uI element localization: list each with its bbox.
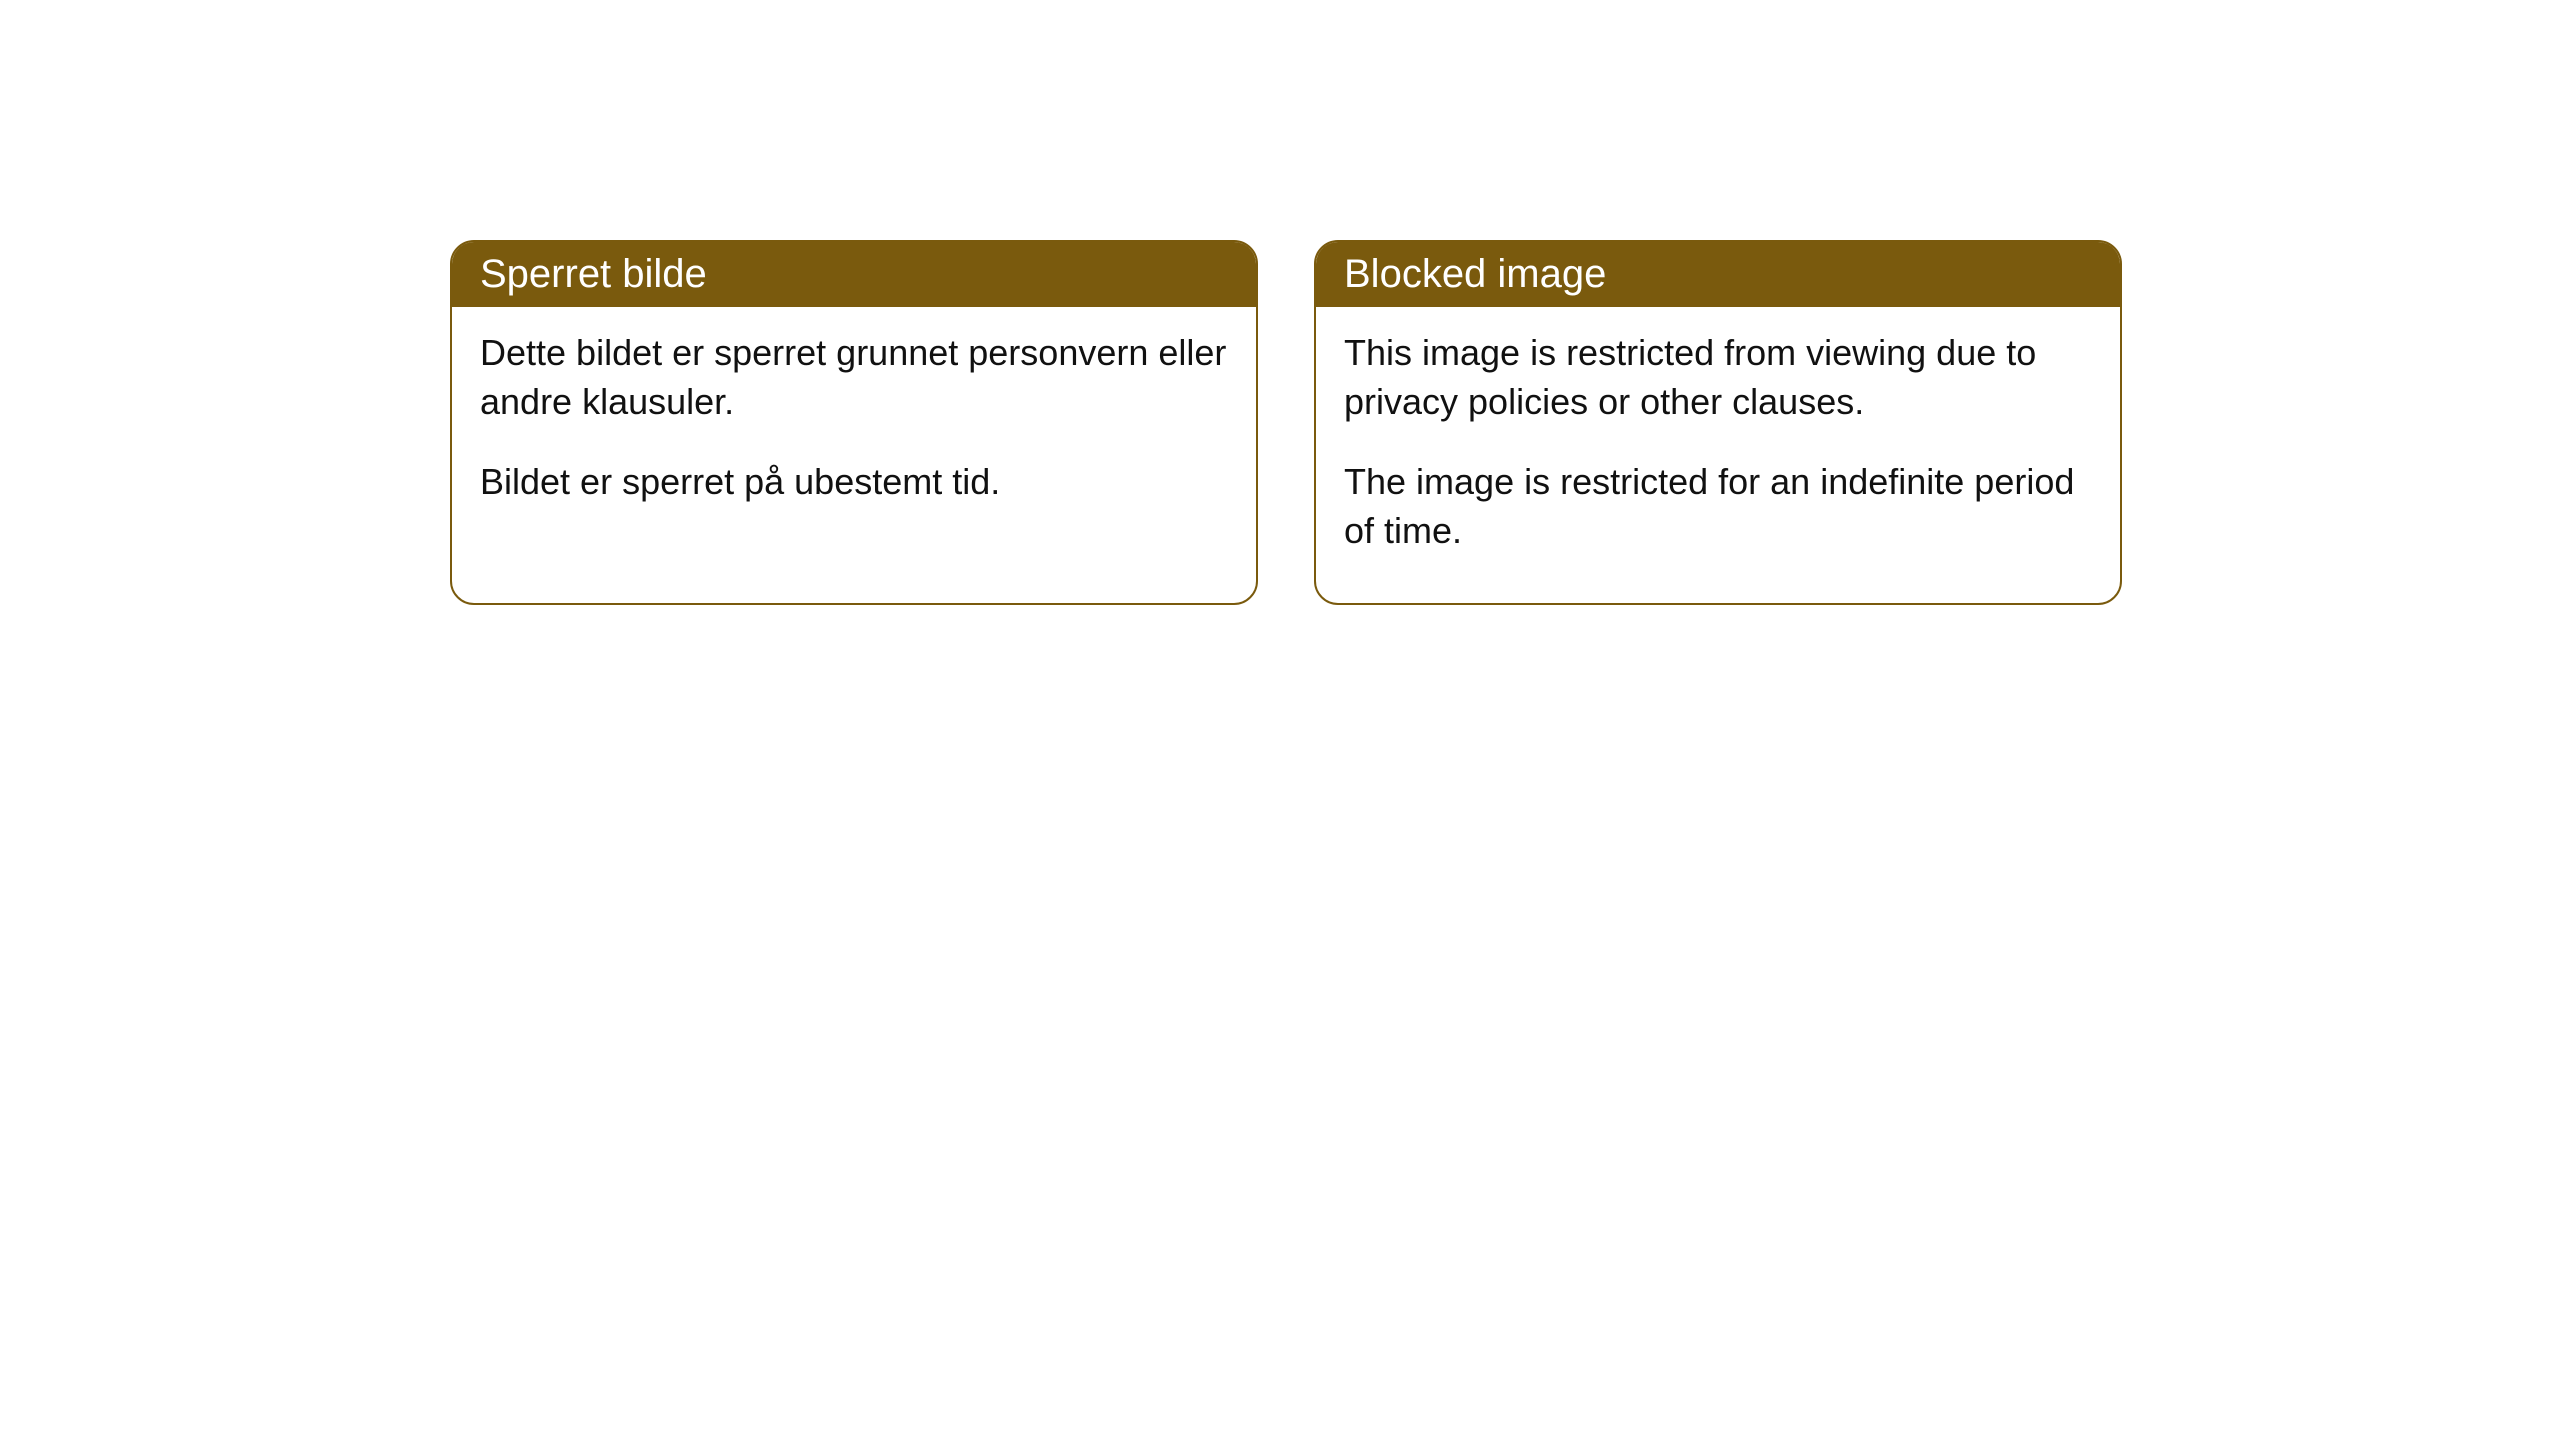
notice-card-english: Blocked image This image is restricted f…: [1314, 240, 2122, 605]
notice-card-norwegian: Sperret bilde Dette bildet er sperret gr…: [450, 240, 1258, 605]
card-body-english: This image is restricted from viewing du…: [1316, 307, 2120, 603]
notice-paragraph: This image is restricted from viewing du…: [1344, 329, 2092, 426]
card-body-norwegian: Dette bildet er sperret grunnet personve…: [452, 307, 1256, 555]
notice-cards-container: Sperret bilde Dette bildet er sperret gr…: [450, 240, 2122, 605]
notice-paragraph: Dette bildet er sperret grunnet personve…: [480, 329, 1228, 426]
notice-paragraph: Bildet er sperret på ubestemt tid.: [480, 458, 1228, 507]
card-header-norwegian: Sperret bilde: [452, 242, 1256, 307]
notice-paragraph: The image is restricted for an indefinit…: [1344, 458, 2092, 555]
card-header-english: Blocked image: [1316, 242, 2120, 307]
